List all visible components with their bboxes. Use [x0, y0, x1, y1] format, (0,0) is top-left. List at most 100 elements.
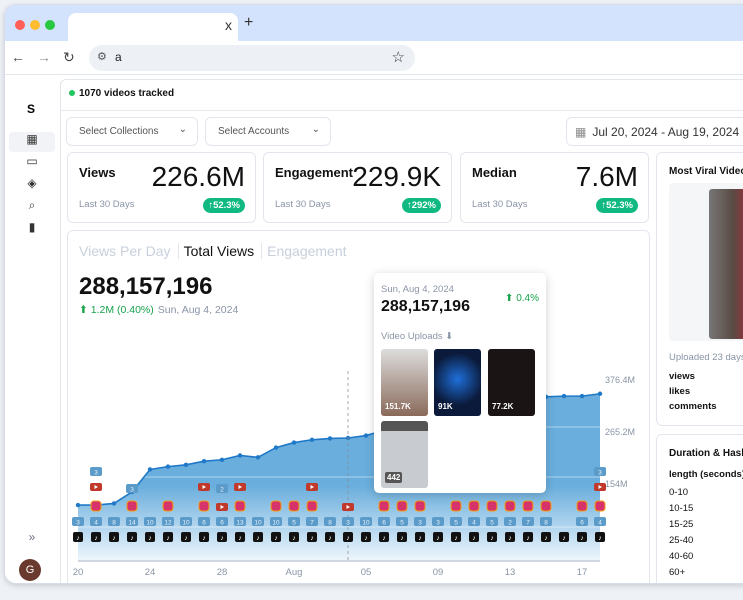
tab-engagement[interactable]: Engagement	[267, 243, 347, 259]
tiktok-icon	[379, 532, 389, 542]
tiktok-glyph: ♪	[346, 535, 350, 542]
data-point	[219, 457, 225, 462]
accounts-select[interactable]: Select Accounts ⌄	[205, 117, 331, 146]
video-thumbnail[interactable]: 91K	[434, 349, 481, 416]
minimize-window-button[interactable]	[30, 20, 40, 30]
tiktok-count-badge-text: 6	[580, 520, 584, 527]
tiktok-icon	[361, 532, 371, 542]
instagram-icon	[90, 500, 102, 512]
tiktok-count-badge	[324, 517, 336, 526]
youtube-play-glyph	[94, 485, 98, 489]
sidebar-item-collections[interactable]: ◈	[9, 176, 55, 196]
video-thumbnail[interactable]: 77.2K	[488, 349, 535, 416]
tab-total-views[interactable]: Total Views	[183, 243, 263, 259]
change-badge: ↑292%	[401, 198, 441, 213]
site-settings-icon[interactable]: ⚙	[97, 51, 107, 63]
expand-sidebar-button[interactable]: »	[28, 530, 36, 544]
tiktok-count-badge-text: 10	[362, 520, 370, 527]
main-panel: 1070 videos tracked Select Collections ⌄ …	[60, 79, 743, 583]
browser-tab[interactable]: x	[68, 13, 238, 41]
url-input[interactable]: ⚙ a ☆	[89, 45, 415, 71]
avatar[interactable]: G	[19, 559, 41, 581]
viral-video-frame[interactable]	[669, 183, 743, 341]
data-point	[273, 445, 279, 450]
tiktok-count-badge-text: 12	[164, 520, 172, 527]
video-thumbnail[interactable]: 151.7K	[381, 349, 428, 416]
tiktok-icon	[595, 532, 605, 542]
tiktok-icon	[577, 532, 587, 542]
collections-select[interactable]: Select Collections ⌄	[66, 117, 198, 146]
tiktok-count-badge	[90, 517, 102, 526]
metric-likes: likes	[669, 386, 691, 397]
close-window-button[interactable]	[15, 20, 25, 30]
url-text: a	[115, 50, 122, 64]
length-header: length (seconds)	[669, 469, 743, 480]
chart-icon: ▮	[28, 220, 36, 234]
new-tab-button[interactable]: +	[244, 14, 254, 31]
instagram-icon	[288, 500, 300, 512]
upload-count-badge	[90, 467, 102, 476]
video-thumbnail[interactable]: 442	[381, 421, 428, 488]
tiktok-glyph: ♪	[472, 535, 476, 542]
back-icon[interactable]: ←	[11, 49, 25, 65]
address-bar-row: ← → ↻ ⚙ a ☆	[5, 41, 743, 75]
instagram-icon	[306, 500, 318, 512]
sidebar-item-analytics[interactable]: ▮	[9, 220, 55, 240]
tiktok-count-badge	[540, 517, 552, 526]
bookmark-star-icon[interactable]: ☆	[391, 49, 405, 66]
data-point	[255, 455, 261, 460]
sidebar-item-search[interactable]: ⌕	[9, 198, 55, 218]
youtube-play-glyph	[346, 505, 350, 509]
total-views-change: ⬆ 1.2M (0.40%) Sun, Aug 4, 2024	[79, 304, 239, 316]
tooltip-value: 288,157,196	[381, 298, 470, 315]
stat-card-engagement: Engagement 229.9K Last 30 Days ↑292%	[263, 152, 452, 223]
instagram-icon	[414, 500, 426, 512]
tiktok-count-badge	[180, 517, 192, 526]
x-tick-label: 05	[361, 567, 372, 578]
instagram-icon	[450, 500, 462, 512]
tiktok-glyph: ♪	[508, 535, 512, 542]
viral-video-thumbnail[interactable]	[709, 189, 743, 339]
tiktok-count-badge	[468, 517, 480, 526]
tiktok-glyph: ♪	[400, 535, 404, 542]
date-range-picker[interactable]: ▦ Jul 20, 2024 - Aug 19, 2024	[566, 117, 743, 146]
tiktok-count-badge	[522, 517, 534, 526]
tiktok-glyph: ♪	[220, 535, 224, 542]
sidebar-item-dashboard[interactable]: ▦	[9, 132, 55, 152]
instagram-icon	[504, 500, 516, 512]
tiktok-glyph: ♪	[256, 535, 260, 542]
tiktok-icon	[271, 532, 281, 542]
instagram-icon	[522, 500, 534, 512]
stat-period: Last 30 Days	[472, 199, 528, 210]
forward-icon[interactable]: →	[37, 49, 51, 65]
tiktok-count-badge	[144, 517, 156, 526]
reload-icon[interactable]: ↻	[63, 49, 75, 65]
instagram-icon	[396, 500, 408, 512]
maximize-window-button[interactable]	[45, 20, 55, 30]
tiktok-glyph: ♪	[94, 535, 98, 542]
change-date: Sun, Aug 4, 2024	[157, 304, 239, 316]
stat-card-median: Median 7.6M Last 30 Days ↑52.3%	[460, 152, 649, 223]
bucket-label: 10-15	[669, 503, 694, 514]
close-tab-icon[interactable]: x	[225, 17, 232, 33]
tiktok-glyph: ♪	[562, 535, 566, 542]
stat-value: 229.9K	[352, 161, 441, 192]
tiktok-count-badge	[360, 517, 372, 526]
tiktok-glyph: ♪	[202, 535, 206, 542]
tiktok-glyph: ♪	[238, 535, 242, 542]
data-point	[561, 393, 567, 399]
change-value: 1.2M (0.40%)	[90, 304, 154, 316]
chart-card: Views Per Day Total Views Engagement 288,1…	[67, 230, 651, 584]
stat-card-views: Views 226.6M Last 30 Days ↑52.3%	[67, 152, 256, 223]
youtube-play-glyph	[202, 485, 206, 489]
tiktok-glyph: ♪	[76, 535, 80, 542]
tab-views-per-day[interactable]: Views Per Day	[79, 243, 179, 259]
tiktok-count-badge	[216, 517, 228, 526]
sidebar-item-videos[interactable]: ▭	[9, 154, 55, 174]
stat-label: Engagement	[275, 165, 354, 180]
collections-label: Select Collections	[79, 126, 159, 137]
tiktok-count-badge-text: 3	[346, 520, 350, 527]
tiktok-icon	[127, 532, 137, 542]
tiktok-glyph: ♪	[292, 535, 296, 542]
